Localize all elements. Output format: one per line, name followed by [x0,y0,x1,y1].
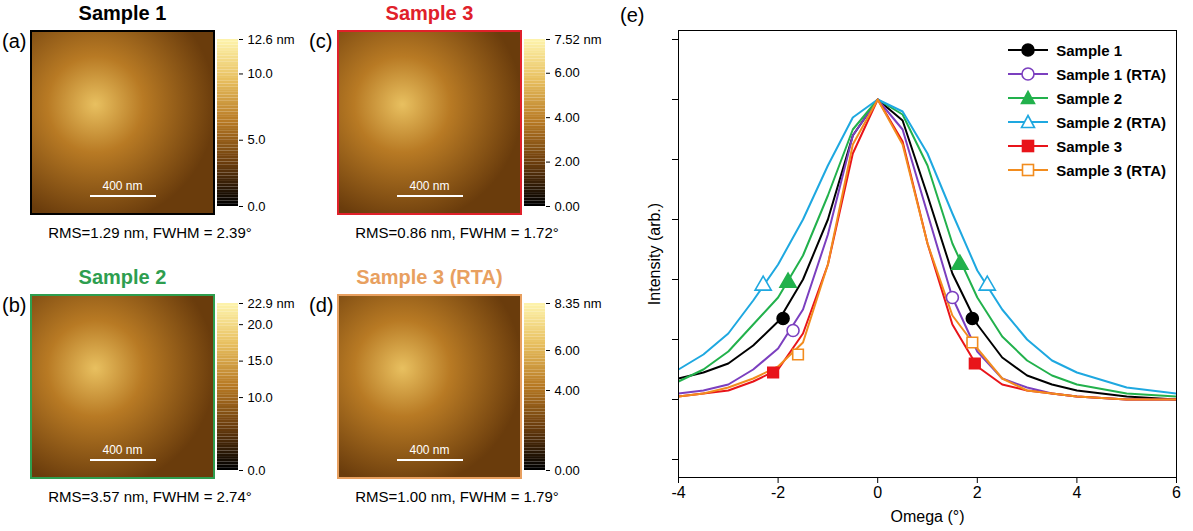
svg-text:20.0: 20.0 [248,317,273,332]
html-text:RMS=1.00 nm, FWHM = 1.79°: RMS=1.00 nm, FWHM = 1.79° [355,488,559,505]
svg-text:22.9 nm: 22.9 nm [248,296,295,311]
html-text:(a): (a) [2,30,27,52]
svg-text:0.0: 0.0 [248,199,266,214]
svg-text:4.00: 4.00 [555,383,580,398]
svg-text:Intensity (arb.): Intensity (arb.) [646,203,663,305]
svg-text:-4: -4 [671,484,685,501]
svg-text:5.0: 5.0 [248,132,266,147]
svg-text:4: 4 [1072,484,1081,501]
svg-text:8.35 nm: 8.35 nm [555,296,602,311]
html-text:RMS=0.86 nm, FWHM = 1.72°: RMS=0.86 nm, FWHM = 1.72° [355,224,559,241]
svg-text:10.0: 10.0 [248,66,273,81]
svg-text:15.0: 15.0 [248,353,273,368]
svg-text:0: 0 [873,484,882,501]
html-text:400 nm: 400 nm [102,179,143,193]
svg-text:0.00: 0.00 [555,199,580,214]
html-text:Sample 2 (RTA): Sample 2 (RTA) [1056,113,1166,131]
svg-text:4.00: 4.00 [555,110,580,125]
html-text:Sample 3: Sample 3 [385,2,474,24]
svg-text:2: 2 [973,484,982,501]
html-text:RMS=3.57 nm, FWHM = 2.74°: RMS=3.57 nm, FWHM = 2.74° [48,488,252,505]
html-text:Sample 3: Sample 3 [1056,137,1123,155]
html-text:Sample 1: Sample 1 [78,2,167,24]
html-text:400 nm: 400 nm [409,443,450,457]
svg-text:12.6 nm: 12.6 nm [248,32,295,47]
svg-text:10.0: 10.0 [248,390,273,405]
html-text:Sample 3 (RTA): Sample 3 (RTA) [1056,161,1166,179]
html-text:RMS=1.29 nm, FWHM = 2.39°: RMS=1.29 nm, FWHM = 2.39° [48,224,252,241]
svg-text:2.00: 2.00 [555,154,580,169]
html-text:Sample 2: Sample 2 [78,266,167,288]
svg-text:7.52 nm: 7.52 nm [555,32,602,47]
html-text:Sample 2: Sample 2 [1056,89,1123,107]
html-text:(d): (d) [309,294,334,316]
svg-text:-2: -2 [771,484,785,501]
html-text:400 nm: 400 nm [102,443,143,457]
svg-text:6.00: 6.00 [555,343,580,358]
html-text:(b): (b) [2,294,27,316]
html-text:400 nm: 400 nm [409,179,450,193]
svg-text:Omega (°): Omega (°) [891,508,965,525]
html-text:(c): (c) [309,30,333,52]
html-text:Sample 3 (RTA): Sample 3 (RTA) [356,266,503,288]
svg-text:6: 6 [1172,484,1181,501]
html-text:Sample 1 (RTA): Sample 1 (RTA) [1056,65,1166,83]
svg-text:0.0: 0.0 [248,463,266,478]
html-text:(e): (e) [620,4,645,26]
svg-text:0.00: 0.00 [555,463,580,478]
html-text:Sample 1: Sample 1 [1056,41,1123,59]
svg-text:6.00: 6.00 [555,65,580,80]
